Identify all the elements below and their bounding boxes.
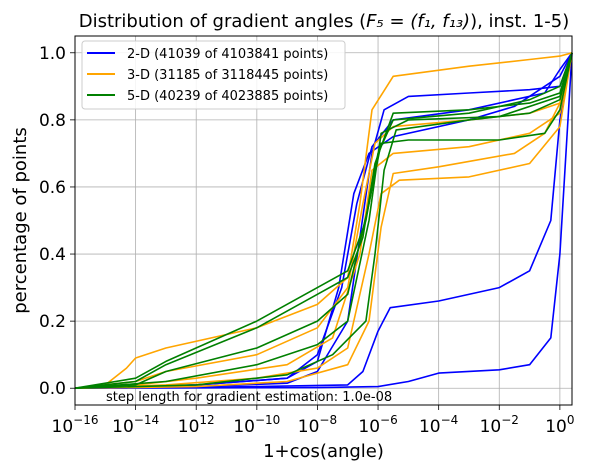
y-axis-label: percentage of points (10, 127, 31, 314)
legend-box (81, 40, 346, 110)
x-tick-label: 10−2 (480, 413, 519, 437)
legend-entry: 5-D (40239 of 4023885 points) (127, 89, 328, 104)
y-tick-label: 0.0 (39, 379, 66, 399)
y-tick-label: 0.6 (39, 178, 66, 198)
series-group (74, 52, 573, 390)
series-line-2-D-inst-1 (74, 52, 573, 389)
series-line-2-D-inst-5 (74, 52, 573, 390)
annotation-step-length: step length for gradient estimation: 1.0… (106, 390, 392, 405)
x-tick-label: 10−4 (419, 413, 458, 437)
series-line-3-D-inst-3 (74, 52, 573, 389)
series-line-5-D-inst-2 (74, 52, 573, 389)
series-line-5-D-inst-5 (74, 52, 573, 389)
x-ticks: 10−16 10−14 1012 10−10 10−8 10−6 10−4 10−2 100 (52, 405, 575, 437)
chart-title: Distribution of gradient angles (F₅ = (f… (79, 11, 570, 32)
y-tick-label: 1.0 (39, 44, 66, 64)
x-tick-label: 1012 (178, 413, 215, 437)
x-tick-label: 10−16 (52, 413, 99, 437)
x-tick-label: 10−6 (358, 413, 397, 437)
plot-frame (74, 35, 573, 406)
series-line-5-D-inst-3 (74, 52, 573, 389)
y-ticks: 0.0 0.2 0.4 0.6 0.8 1.0 (39, 44, 75, 399)
y-tick-label: 0.8 (39, 111, 66, 131)
legend: 2-D (41039 of 4103841 points) 3-D (31185 … (81, 40, 346, 110)
x-tick-label: 10−10 (233, 413, 280, 437)
x-tick-label: 100 (545, 413, 574, 437)
series-line-2-D-inst-3 (74, 52, 573, 389)
x-tick-label: 10−14 (112, 413, 159, 437)
series-line-2-D-inst-4 (74, 52, 573, 389)
series-line-5-D-inst-4 (74, 52, 573, 389)
y-tick-label: 0.2 (39, 312, 66, 332)
x-tick-label: 10−8 (298, 413, 337, 437)
legend-entry: 2-D (41039 of 4103841 points) (127, 47, 328, 62)
x-axis-label: 1+cos(angle) (263, 441, 384, 462)
series-line-5-D-inst-1 (74, 52, 573, 389)
legend-entry: 3-D (31185 of 3118445 points) (127, 68, 328, 83)
y-tick-label: 0.4 (39, 245, 66, 265)
